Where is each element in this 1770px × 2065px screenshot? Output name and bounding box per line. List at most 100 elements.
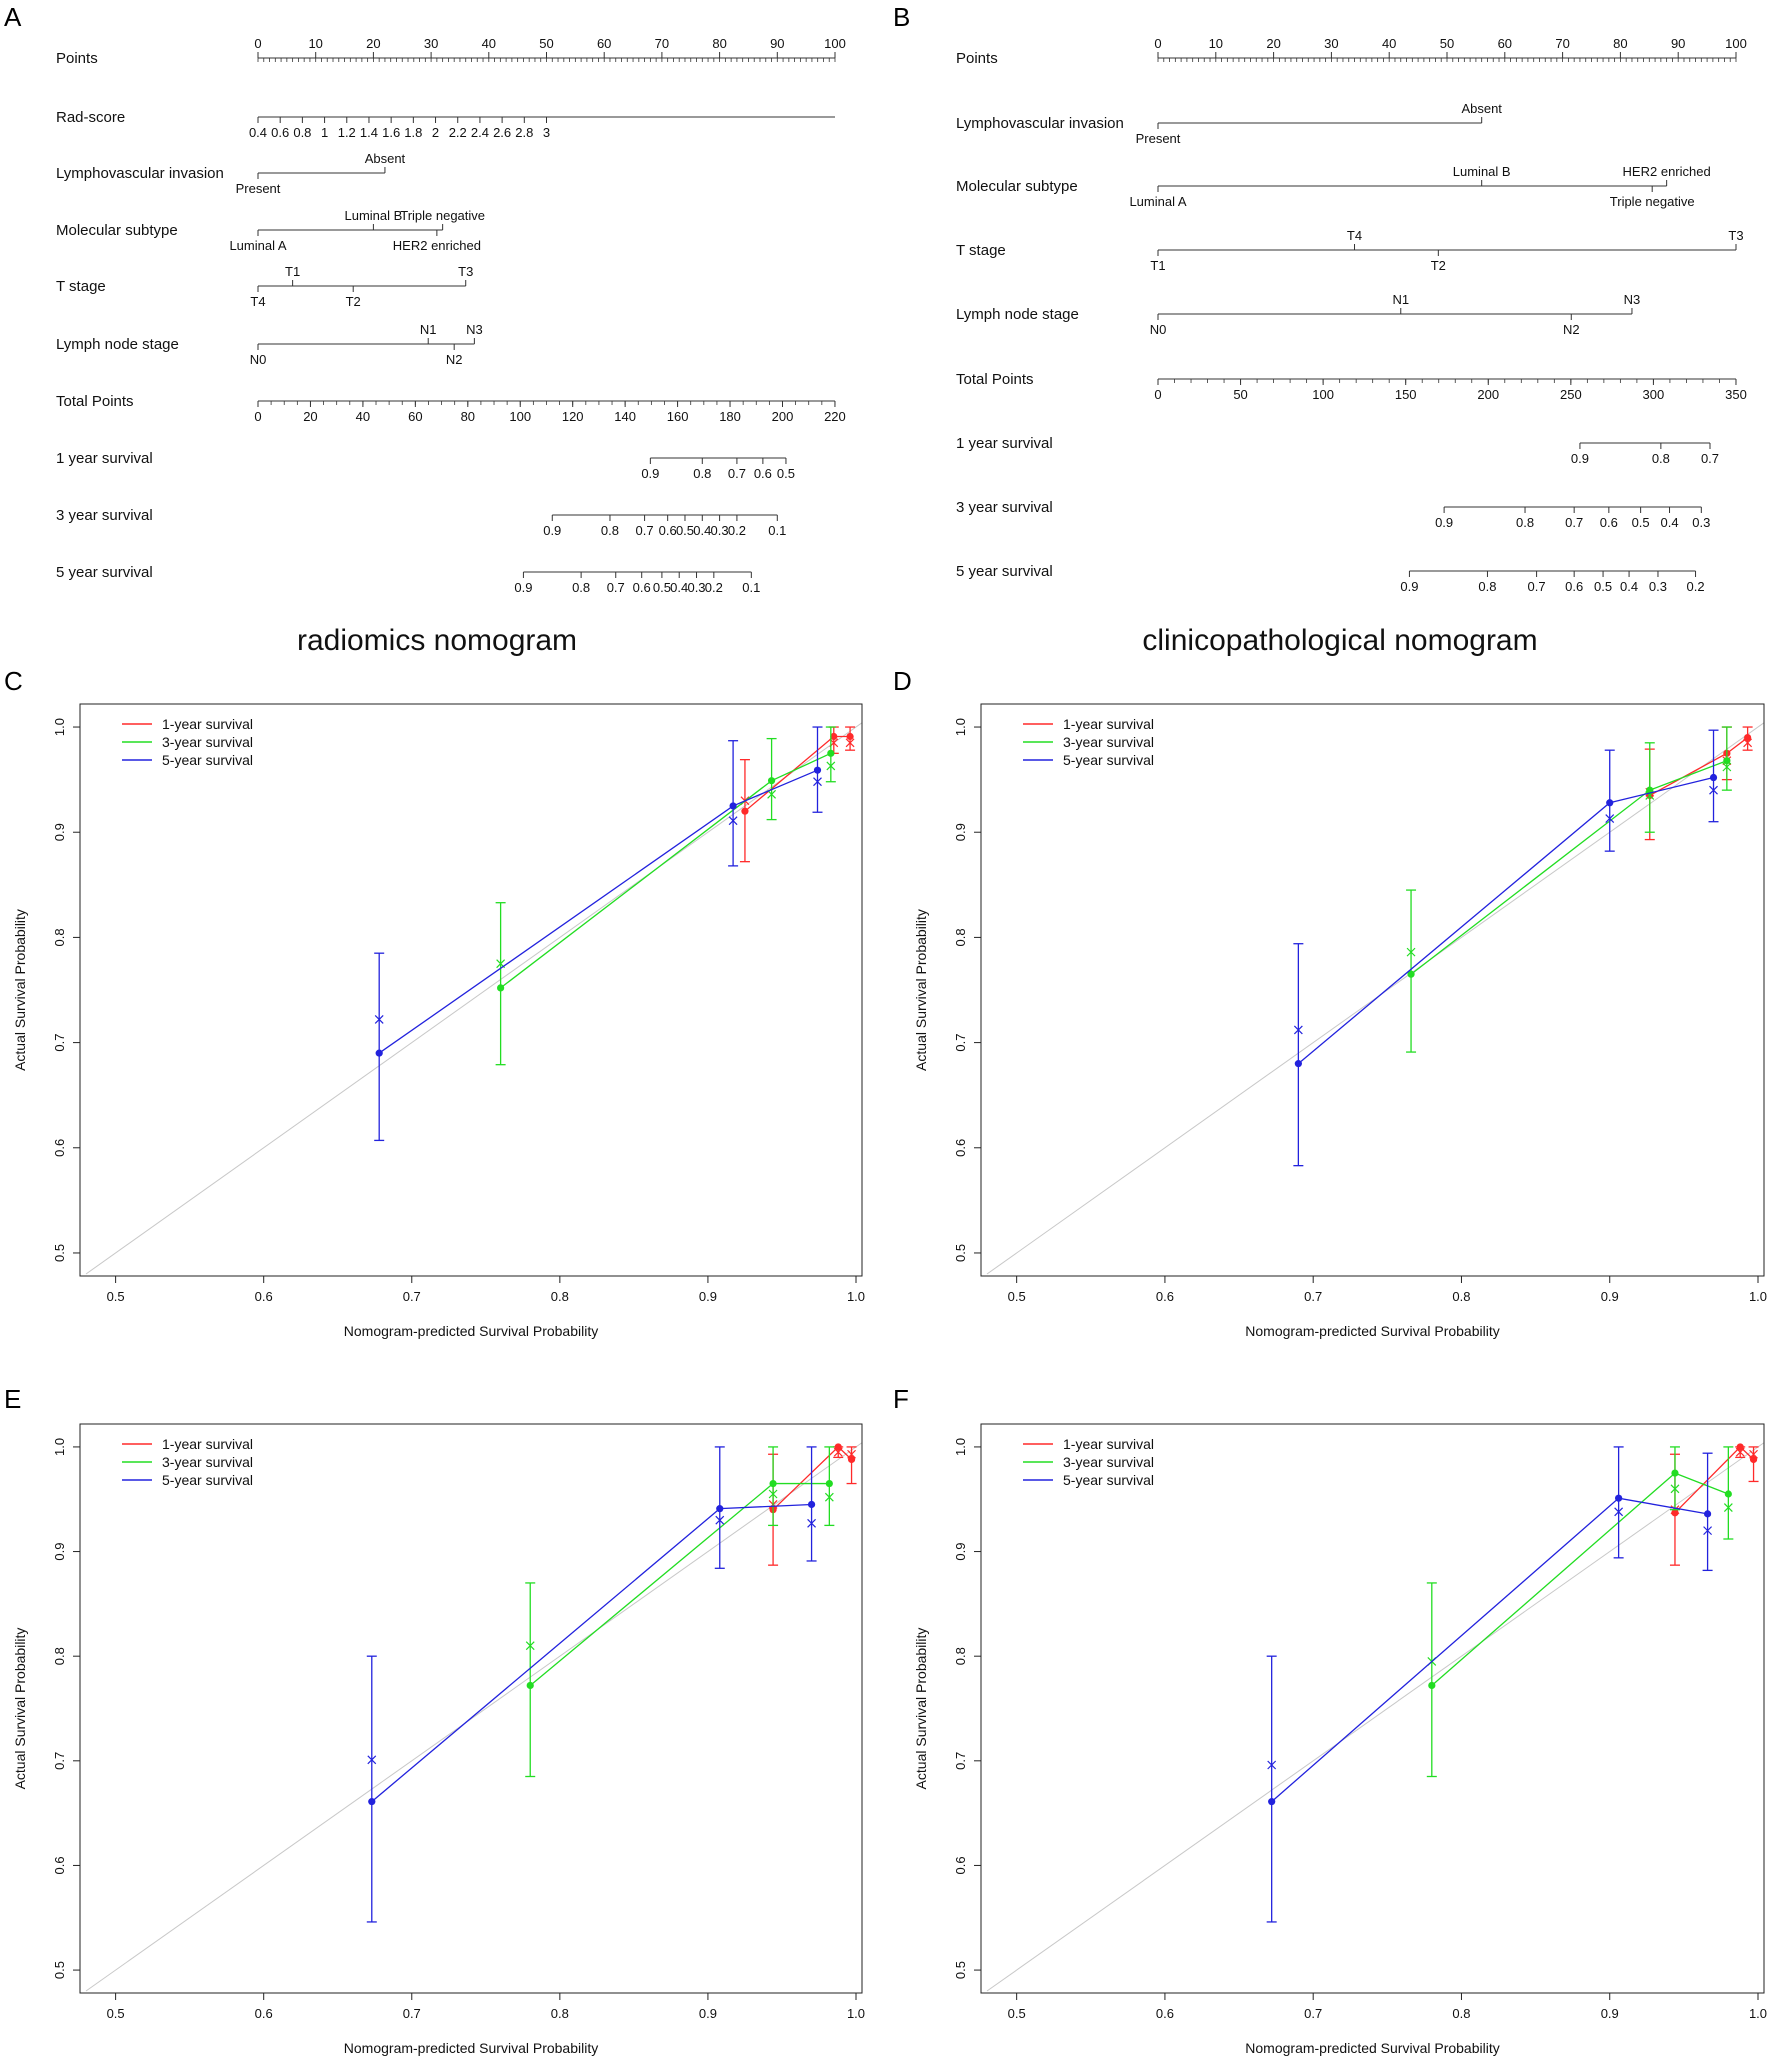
legend-label-1-year-survival: 1-year survival — [1063, 1436, 1154, 1452]
tick-label-5-year-survival: 0.5 — [653, 580, 671, 595]
row-label-1-year-survival: 1 year survival — [56, 450, 153, 467]
corrected-point-5-year-survival — [1703, 1526, 1713, 1536]
plot-frame — [980, 1423, 1765, 1994]
y-tick-label: 0.5 — [52, 1961, 67, 1979]
corrected-point-3-year-survival — [826, 761, 836, 771]
corrected-point-5-year-survival — [367, 1755, 377, 1765]
corrected-point-5-year-survival — [1614, 1507, 1624, 1517]
row-label-lymphovascular-invasion: Lymphovascular invasion — [56, 165, 224, 182]
tick-label-3-year-survival: 0.3 — [711, 523, 729, 538]
x-tick-label: 0.6 — [1156, 2006, 1174, 2021]
corrected-point-3-year-survival — [1722, 762, 1732, 772]
tick-label-total-points: 140 — [614, 409, 636, 424]
tick-label-t-stage: T3 — [458, 264, 473, 279]
legend-label-3-year-survival: 3-year survival — [162, 1454, 253, 1470]
tick-label-rad-score: 1.8 — [404, 125, 422, 140]
y-tick-label: 0.7 — [52, 1752, 67, 1770]
tick-label-3-year-survival: 0.6 — [1600, 515, 1618, 530]
x-tick-label: 0.5 — [1008, 2006, 1026, 2021]
tick-label-3-year-survival: 0.5 — [1632, 515, 1650, 530]
tick-label-5-year-survival: 0.9 — [514, 580, 532, 595]
x-tick-label: 0.7 — [1304, 2006, 1322, 2021]
legend-label-1-year-survival: 1-year survival — [1063, 716, 1154, 732]
corrected-point-1-year-survival — [1735, 1447, 1745, 1457]
y-tick-label: 0.7 — [953, 1752, 968, 1770]
tick-label-5-year-survival: 0.8 — [1478, 579, 1496, 594]
corrected-point-1-year-survival — [1743, 738, 1753, 748]
tick-label-total-points: 200 — [772, 409, 794, 424]
data-point-3-year-survival — [769, 1479, 777, 1488]
corrected-point-1-year-survival — [1749, 1449, 1758, 1459]
x-axis-title: Nomogram-predicted Survival Probability — [1245, 2040, 1499, 2056]
tick-label-total-points: 0 — [1154, 387, 1161, 402]
row-label-total-points: Total Points — [956, 371, 1034, 388]
tick-label-points: 0 — [254, 36, 261, 51]
corrected-point-5-year-survival — [715, 1515, 725, 1525]
corrected-point-1-year-survival — [833, 1447, 843, 1457]
tick-label-points: 40 — [1382, 36, 1396, 51]
x-tick-label: 0.7 — [1304, 1289, 1322, 1304]
y-tick-label: 0.5 — [52, 1244, 67, 1262]
tick-label-rad-score: 0.8 — [293, 125, 311, 140]
y-tick-label: 0.6 — [52, 1856, 67, 1874]
row-label-3-year-survival: 3 year survival — [56, 507, 153, 524]
y-tick-label: 1.0 — [953, 718, 968, 736]
tick-label-3-year-survival: 0.9 — [1435, 515, 1453, 530]
tick-label-lymph-node-stage: N3 — [1624, 292, 1641, 307]
corrected-point-5-year-survival — [1709, 785, 1718, 795]
tick-label-molecular-subtype: Triple negative — [1610, 194, 1695, 209]
tick-label-total-points: 350 — [1725, 387, 1747, 402]
ideal-diagonal-line — [986, 722, 1764, 1275]
tick-label-rad-score: 0.4 — [249, 125, 267, 140]
tick-label-points: 50 — [539, 36, 553, 51]
series-line-1-year-survival — [1649, 737, 1749, 796]
tick-label-points: 10 — [308, 36, 322, 51]
corrected-point-3-year-survival — [1670, 1484, 1680, 1494]
tick-label-5-year-survival: 0.7 — [1528, 579, 1546, 594]
tick-label-total-points: 40 — [356, 409, 370, 424]
x-tick-label: 1.0 — [1749, 2006, 1767, 2021]
tick-label-1-year-survival: 0.8 — [693, 466, 711, 481]
data-point-5-year-survival — [716, 1505, 724, 1513]
y-axis-title: Actual Survival Probability — [913, 1628, 929, 1790]
data-point-5-year-survival — [1268, 1798, 1276, 1806]
tick-label-rad-score: 2.6 — [493, 125, 511, 140]
tick-label-lymphovascular-invasion: Present — [1136, 131, 1181, 146]
data-point-1-year-survival — [741, 807, 749, 815]
tick-label-total-points: 160 — [667, 409, 689, 424]
x-tick-label: 0.5 — [107, 2006, 125, 2021]
calibration-panel-d: 0.5 0.6 0.7 0.8 0.9 1.0 0.5 0.6 0.7 0.8 0.9 1.0 Nomo… — [913, 703, 1767, 1339]
plot-frame — [79, 703, 863, 1277]
tick-label-3-year-survival: 0.3 — [1692, 515, 1710, 530]
x-tick-label: 0.9 — [1601, 1289, 1619, 1304]
x-tick-label: 0.9 — [699, 2006, 717, 2021]
tick-label-1-year-survival: 0.7 — [1701, 451, 1719, 466]
data-point-3-year-survival — [1724, 1490, 1732, 1498]
tick-label-points: 70 — [655, 36, 669, 51]
x-tick-label: 0.7 — [403, 2006, 421, 2021]
x-tick-label: 1.0 — [847, 2006, 865, 2021]
tick-label-1-year-survival: 0.7 — [728, 466, 746, 481]
data-point-3-year-survival — [497, 984, 505, 992]
series-line-5-year-survival — [1271, 1497, 1708, 1803]
x-tick-label: 0.8 — [551, 2006, 569, 2021]
data-point-3-year-survival — [1723, 757, 1731, 765]
tick-label-1-year-survival: 0.9 — [1571, 451, 1589, 466]
tick-label-1-year-survival: 0.5 — [777, 466, 795, 481]
tick-label-lymphovascular-invasion: Present — [236, 181, 281, 196]
tick-label-5-year-survival: 0.9 — [1400, 579, 1418, 594]
data-point-3-year-survival — [825, 1479, 833, 1488]
tick-label-lymph-node-stage: N1 — [1392, 292, 1409, 307]
row-label-molecular-subtype: Molecular subtype — [56, 222, 178, 239]
panel-letter-f: F — [893, 1384, 909, 1414]
tick-label-points: 90 — [1671, 36, 1685, 51]
tick-label-lymphovascular-invasion: Absent — [1461, 101, 1502, 116]
corrected-point-3-year-survival — [1723, 1503, 1733, 1513]
x-axis-title: Nomogram-predicted Survival Probability — [1245, 1323, 1499, 1339]
x-tick-label: 0.8 — [551, 1289, 569, 1304]
series-line-3-year-survival — [1431, 1472, 1729, 1686]
ideal-diagonal-line — [85, 1442, 862, 1992]
tick-label-molecular-subtype: Luminal B — [344, 208, 402, 223]
tick-label-3-year-survival: 0.5 — [676, 523, 694, 538]
corrected-point-1-year-survival — [845, 738, 855, 748]
